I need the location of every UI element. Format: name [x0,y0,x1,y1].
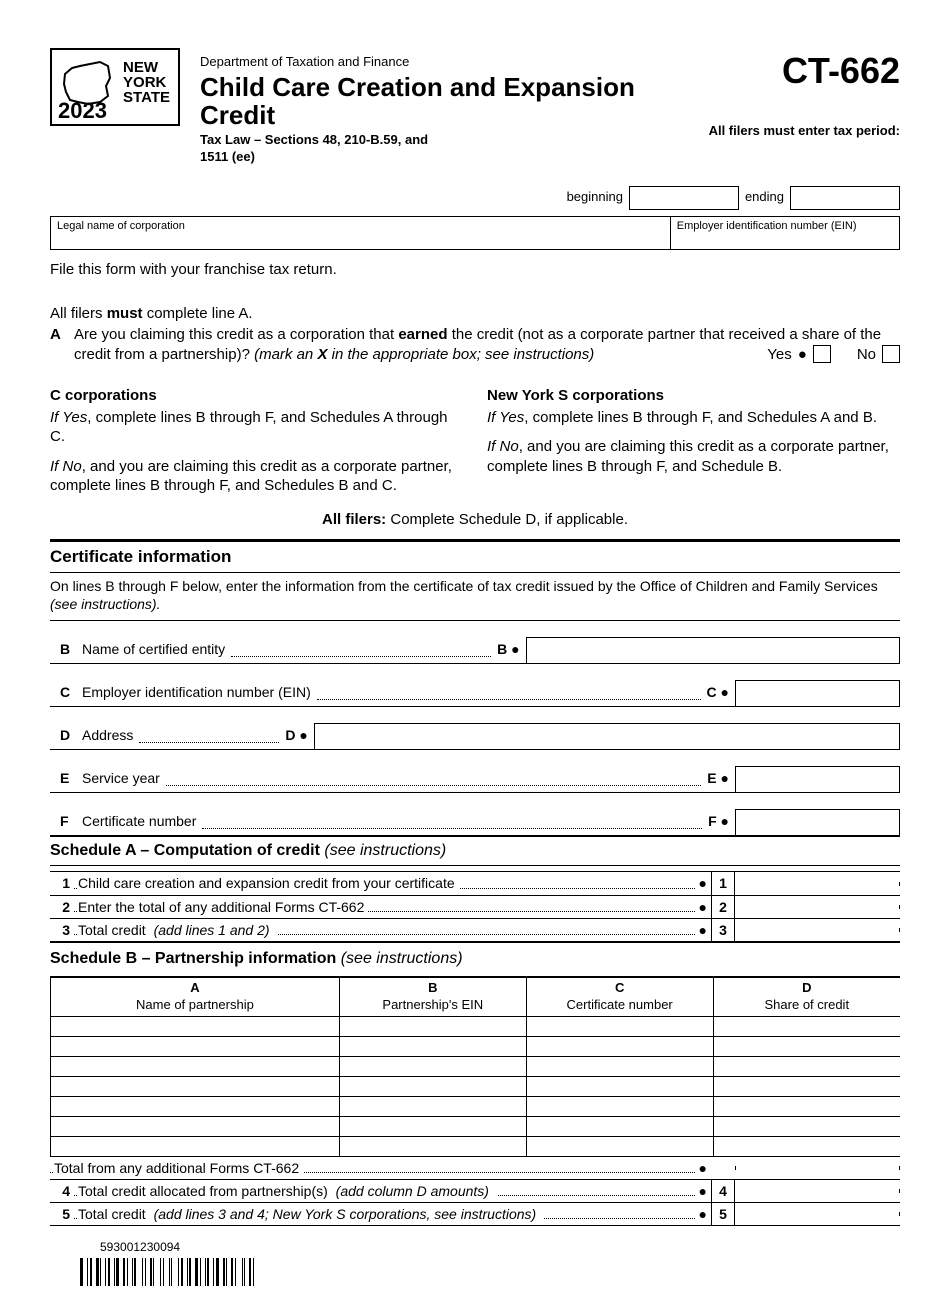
cert-line-b: B Name of certified entity B ● [50,637,900,664]
all-filers-note: All filers: Complete Schedule D, if appl… [50,510,900,530]
sched-a-row-3: 3 Total credit (add lines 1 and 2) ● 3 [50,918,900,943]
ptable-col-c: CCertificate number [526,977,713,1016]
cert-section-title: Certificate information [50,546,900,568]
ptable-row[interactable] [51,1076,901,1096]
s-corp-yes: If Yes, complete lines B through F, and … [487,408,900,428]
barcode-number: 593001230094 [100,1240,900,1256]
ein-cell[interactable]: Employer identification number (EIN) [670,216,899,249]
ptable-row[interactable] [51,1056,901,1076]
ptable-row[interactable] [51,1036,901,1056]
form-title: Child Care Creation and Expansion Credit [200,73,689,130]
barcode-icon [80,1258,900,1286]
cert-section-header: Certificate information [50,539,900,573]
sched-b-4-input[interactable] [735,1189,900,1193]
cert-e-input[interactable] [735,766,900,792]
sched-b-row-4: 4 Total credit allocated from partnershi… [50,1179,900,1202]
cert-section-sub: On lines B through F below, enter the in… [50,573,900,615]
cert-line-c: C Employer identification number (EIN) C… [50,680,900,707]
cert-c-input[interactable] [735,680,900,706]
form-number: CT-662 [709,48,900,95]
no-label: No [857,345,876,365]
corp-info-table: Legal name of corporation Employer ident… [50,216,900,250]
line-a-intro: All filers must complete line A. [50,304,900,324]
yes-checkbox[interactable] [813,345,831,363]
ptable-row[interactable] [51,1116,901,1136]
ending-label: ending [745,189,784,206]
sched-a-3-input[interactable] [735,928,900,932]
cert-d-label: Address [72,726,133,748]
cert-f-input[interactable] [735,809,900,835]
yes-label: Yes [767,345,791,365]
cert-line-d: D Address D ● [50,723,900,750]
ending-date-input[interactable] [790,186,900,210]
total-additional-input[interactable] [735,1166,900,1170]
ptable-row[interactable] [51,1096,901,1116]
schedule-b-header: Schedule B – Partnership information (se… [50,945,900,974]
sched-a-1-input[interactable] [735,882,900,886]
cert-line-e: E Service year E ● [50,766,900,793]
cert-b-input[interactable] [526,637,900,663]
ptable-row[interactable] [51,1136,901,1156]
tax-law-text: Tax Law – Sections 48, 210-B.59, and 151… [200,132,450,166]
legal-name-label: Legal name of corporation [57,220,185,232]
s-corp-no: If No, and you are claiming this credit … [487,437,900,476]
ein-label: Employer identification number (EIN) [677,220,857,232]
logo-year: 2023 [58,97,107,126]
c-corp-no: If No, and you are claiming this credit … [50,457,463,496]
c-corp-yes: If Yes, complete lines B through F, and … [50,408,463,447]
logo-state-text: NEWYORKSTATE [123,60,170,105]
cert-b-label: Name of certified entity [72,640,225,662]
ptable-col-d: DShare of credit [713,977,900,1016]
ptable-col-b: BPartnership's EIN [339,977,526,1016]
instruction-columns: C corporations If Yes, complete lines B … [50,386,900,506]
sched-a-row-2: 2 Enter the total of any additional Form… [50,895,900,918]
state-logo-block: NEWYORKSTATE 2023 [50,48,180,126]
no-checkbox[interactable] [882,345,900,363]
line-a-question: A Are you claiming this credit as a corp… [50,325,900,364]
beginning-label: beginning [567,189,623,206]
tax-period-row: beginning ending [50,186,900,210]
cert-f-label: Certificate number [72,812,196,834]
cert-c-label: Employer identification number (EIN) [72,683,311,705]
c-corp-title: C corporations [50,386,463,406]
total-additional-row: Total from any additional Forms CT-662 ● [50,1157,900,1179]
form-header: NEWYORKSTATE 2023 Department of Taxation… [50,48,900,166]
file-instruction: File this form with your franchise tax r… [50,260,900,280]
sched-b-row-5: 5 Total credit (add lines 3 and 4; New Y… [50,1202,900,1226]
ptable-row[interactable] [51,1016,901,1036]
sched-a-row-1: 1 Child care creation and expansion cred… [50,871,900,894]
s-corp-column: New York S corporations If Yes, complete… [487,386,900,506]
ptable-col-a: AName of partnership [51,977,340,1016]
sched-a-2-input[interactable] [735,905,900,909]
department-label: Department of Taxation and Finance [200,54,689,71]
line-a-letter: A [50,325,66,345]
barcode-block: 593001230094 [80,1240,900,1286]
cert-d-input[interactable] [314,723,900,749]
s-corp-title: New York S corporations [487,386,900,406]
sched-b-5-input[interactable] [735,1212,900,1216]
schedule-a-header: Schedule A – Computation of credit (see … [50,835,900,866]
legal-name-cell[interactable]: Legal name of corporation [51,216,671,249]
cert-line-f: F Certificate number F ● [50,809,900,835]
c-corp-column: C corporations If Yes, complete lines B … [50,386,463,506]
beginning-date-input[interactable] [629,186,739,210]
tax-period-note: All filers must enter tax period: [709,123,900,140]
partnership-table: AName of partnership BPartnership's EIN … [50,976,900,1157]
cert-e-label: Service year [72,769,160,791]
